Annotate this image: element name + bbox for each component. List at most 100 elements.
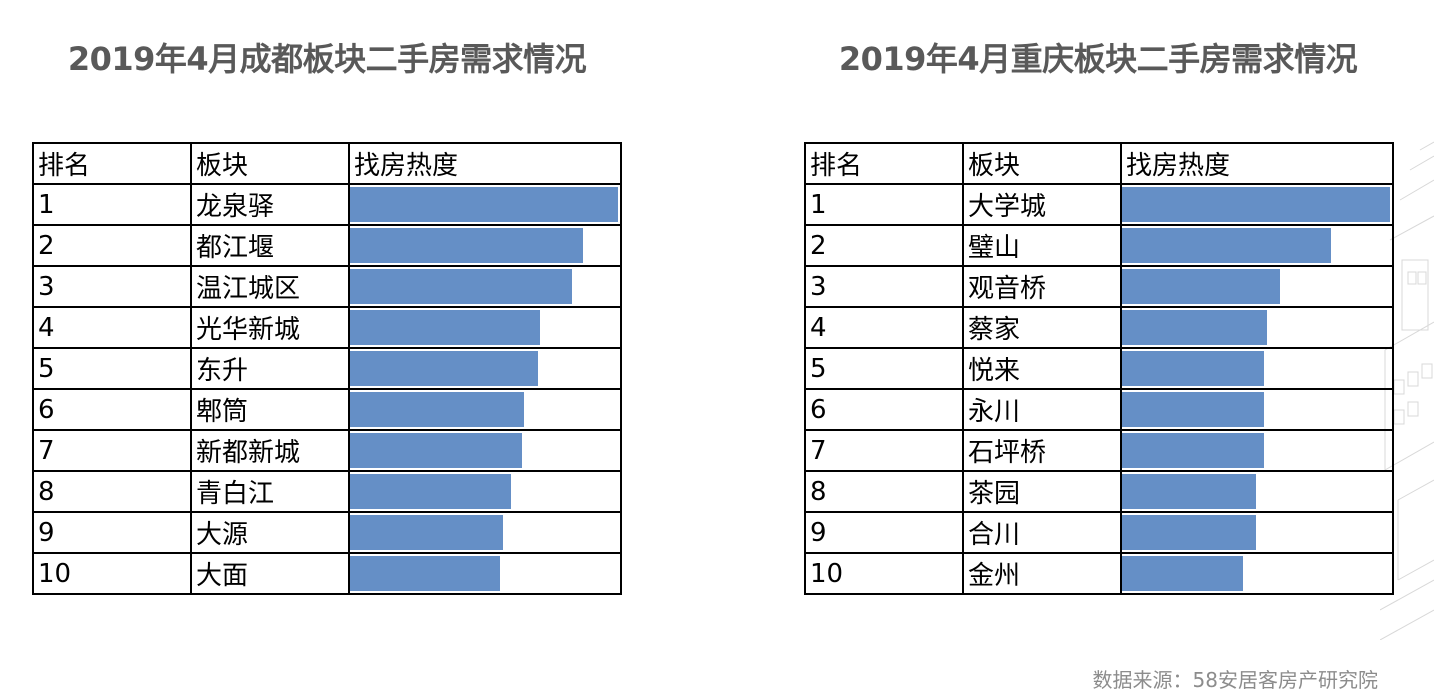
heat-bar (1122, 351, 1264, 386)
heat-bar-cell (1121, 348, 1393, 389)
table-row: 2 璧山 (805, 225, 1393, 266)
rank-cell: 9 (805, 512, 963, 553)
table-row: 10 大面 (33, 553, 621, 594)
heat-bar-cell (349, 471, 621, 512)
ranking-table-chongqing: 排名 板块 找房热度 1 大学城 2 璧山 3 观音桥 4 蔡家 5 悦来 6 永川 7 石坪桥 8 茶园 9 合川 10… (804, 142, 1394, 595)
heat-bar (350, 392, 524, 427)
heat-bar (1122, 556, 1243, 591)
header-search-heat: 找房热度 (349, 143, 621, 184)
heat-bar-cell (349, 307, 621, 348)
heat-bar-cell (349, 184, 621, 225)
table-row: 3 观音桥 (805, 266, 1393, 307)
heat-bar-cell (1121, 512, 1393, 553)
heat-bar (1122, 474, 1256, 509)
heat-bar (1122, 433, 1264, 468)
district-cell: 东升 (191, 348, 349, 389)
heat-bar (350, 474, 511, 509)
rank-cell: 10 (33, 553, 191, 594)
heat-bar (350, 310, 540, 345)
table-row: 8 茶园 (805, 471, 1393, 512)
rank-cell: 9 (33, 512, 191, 553)
rank-cell: 3 (805, 266, 963, 307)
district-cell: 金州 (963, 553, 1121, 594)
heat-bar (350, 433, 522, 468)
heat-bar-cell (349, 225, 621, 266)
district-cell: 合川 (963, 512, 1121, 553)
table-row: 10 金州 (805, 553, 1393, 594)
district-cell: 石坪桥 (963, 430, 1121, 471)
heat-bar (1122, 392, 1264, 427)
heat-bar (1122, 187, 1390, 222)
table-row: 1 龙泉驿 (33, 184, 621, 225)
rank-cell: 6 (805, 389, 963, 430)
table-row: 6 永川 (805, 389, 1393, 430)
heat-bar (1122, 269, 1280, 304)
heat-bar (350, 269, 572, 304)
heat-bar (1122, 228, 1331, 263)
heat-bar (350, 556, 500, 591)
rank-cell: 4 (33, 307, 191, 348)
heat-bar-cell (1121, 553, 1393, 594)
rank-cell: 2 (805, 225, 963, 266)
district-cell: 悦来 (963, 348, 1121, 389)
data-source-note: 数据来源：58安居客房产研究院 (1093, 664, 1378, 693)
district-cell: 郫筒 (191, 389, 349, 430)
header-district: 板块 (963, 143, 1121, 184)
heat-bar-cell (1121, 430, 1393, 471)
table-row: 8 青白江 (33, 471, 621, 512)
chart-title-chengdu: 2019年4月成都板块二手房需求情况 (0, 34, 677, 80)
table-row: 4 光华新城 (33, 307, 621, 348)
district-cell: 茶园 (963, 471, 1121, 512)
heat-bar-cell (1121, 266, 1393, 307)
rank-cell: 10 (805, 553, 963, 594)
table-header-row: 排名 板块 找房热度 (805, 143, 1393, 184)
district-cell: 新都新城 (191, 430, 349, 471)
heat-bar-cell (1121, 389, 1393, 430)
table-row: 5 悦来 (805, 348, 1393, 389)
ranking-table-chengdu: 排名 板块 找房热度 1 龙泉驿 2 都江堰 3 温江城区 4 光华新城 5 东升 6 郫筒 7 新都新城 8 青白… (32, 142, 622, 595)
district-cell: 大面 (191, 553, 349, 594)
heat-bar (350, 228, 583, 263)
district-cell: 观音桥 (963, 266, 1121, 307)
rank-cell: 1 (33, 184, 191, 225)
district-cell: 永川 (963, 389, 1121, 430)
heat-bar (350, 187, 618, 222)
rank-cell: 2 (33, 225, 191, 266)
table-row: 9 合川 (805, 512, 1393, 553)
heat-bar-cell (349, 512, 621, 553)
table-row: 9 大源 (33, 512, 621, 553)
rank-cell: 5 (33, 348, 191, 389)
district-cell: 龙泉驿 (191, 184, 349, 225)
table-row: 2 都江堰 (33, 225, 621, 266)
table-row: 5 东升 (33, 348, 621, 389)
rank-cell: 8 (805, 471, 963, 512)
heat-bar-cell (1121, 307, 1393, 348)
heat-bar-cell (349, 348, 621, 389)
table-row: 4 蔡家 (805, 307, 1393, 348)
table-row: 1 大学城 (805, 184, 1393, 225)
header-district: 板块 (191, 143, 349, 184)
district-cell: 璧山 (963, 225, 1121, 266)
heat-bar (1122, 515, 1256, 550)
heat-bar-cell (349, 430, 621, 471)
header-rank: 排名 (805, 143, 963, 184)
rank-cell: 3 (33, 266, 191, 307)
heat-bar-cell (1121, 225, 1393, 266)
district-cell: 大学城 (963, 184, 1121, 225)
heat-bar (350, 351, 538, 386)
table-row: 3 温江城区 (33, 266, 621, 307)
table-row: 6 郫筒 (33, 389, 621, 430)
district-cell: 蔡家 (963, 307, 1121, 348)
heat-bar (350, 515, 503, 550)
rank-cell: 7 (805, 430, 963, 471)
header-rank: 排名 (33, 143, 191, 184)
header-search-heat: 找房热度 (1121, 143, 1393, 184)
heat-bar-cell (349, 389, 621, 430)
rank-cell: 1 (805, 184, 963, 225)
heat-bar-cell (1121, 184, 1393, 225)
district-cell: 青白江 (191, 471, 349, 512)
heat-bar-cell (1121, 471, 1393, 512)
rank-cell: 5 (805, 348, 963, 389)
heat-bar-cell (349, 553, 621, 594)
rank-cell: 6 (33, 389, 191, 430)
